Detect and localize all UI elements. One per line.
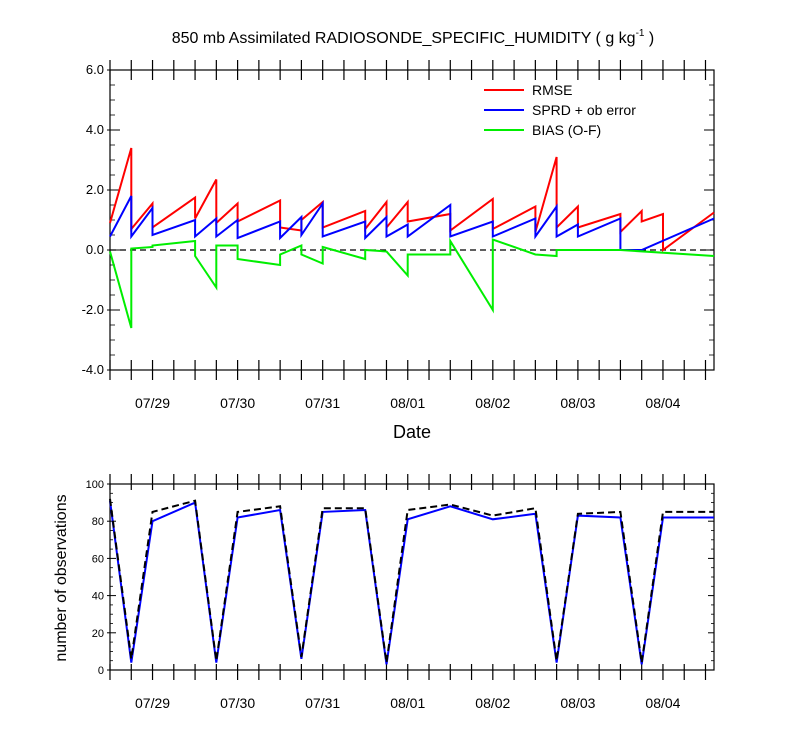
x-tick-label: 08/02 xyxy=(475,695,510,711)
x-tick-label: 08/04 xyxy=(645,695,680,711)
legend-entry: RMSE xyxy=(532,82,572,98)
series-line-rmse xyxy=(109,147,715,252)
title-end: ) xyxy=(644,30,654,47)
y-tick-label: 4.0 xyxy=(86,122,104,137)
y-tick-label: 20 xyxy=(92,628,104,640)
y-tick-label: 0.0 xyxy=(86,242,104,257)
x-tick-label: 08/03 xyxy=(560,395,595,411)
title-superscript: -1 xyxy=(636,28,645,39)
plot-frame xyxy=(109,483,715,671)
y-tick-label: 6.0 xyxy=(86,62,104,77)
y-tick-label: 100 xyxy=(86,479,104,491)
title-text: 850 mb Assimilated RADIOSONDE_SPECIFIC_H… xyxy=(172,30,636,47)
x-tick-label: 08/01 xyxy=(390,395,425,411)
x-tick-label: 07/30 xyxy=(220,395,255,411)
y-tick-label: 60 xyxy=(92,553,104,565)
series-line-solid xyxy=(109,500,714,665)
chart-title: 850 mb Assimilated RADIOSONDE_SPECIFIC_H… xyxy=(172,28,655,47)
series-line-bias-o-f xyxy=(109,237,715,329)
y-tick-label: 80 xyxy=(92,516,104,528)
x-tick-label: 07/31 xyxy=(305,395,340,411)
x-tick-label: 08/03 xyxy=(560,695,595,711)
x-tick-label: 07/29 xyxy=(135,395,170,411)
x-tick-label: 07/30 xyxy=(220,695,255,711)
y-tick-label: 0 xyxy=(98,665,104,677)
x-tick-label: 07/29 xyxy=(135,695,170,711)
series-line-sprd-ob-error xyxy=(109,195,715,251)
y-tick-label: -2.0 xyxy=(82,302,104,317)
x-tick-label: 07/31 xyxy=(305,695,340,711)
legend-entry: BIAS (O-F) xyxy=(532,122,601,138)
y-tick-label: 2.0 xyxy=(86,182,104,197)
x-tick-label: 08/02 xyxy=(475,395,510,411)
top-plot: -4.0 -2.0 0.0 2.0 4.0 6.0 07/29 07/30 07/31 08/01… xyxy=(82,60,715,411)
x-axis-label: Date xyxy=(393,422,431,442)
legend-entry: SPRD + ob error xyxy=(532,102,636,118)
y-axis-label-observations: number of observations xyxy=(53,494,70,661)
x-tick-label: 08/04 xyxy=(645,395,680,411)
series-line-dashed xyxy=(109,498,714,663)
bottom-plot: 0 20 40 60 80 100 07/29 07/30 07/31 08/01 08/02 08/… xyxy=(86,474,715,711)
x-tick-label: 08/01 xyxy=(390,695,425,711)
y-tick-label: 40 xyxy=(92,591,104,603)
y-tick-label: -4.0 xyxy=(82,362,104,377)
